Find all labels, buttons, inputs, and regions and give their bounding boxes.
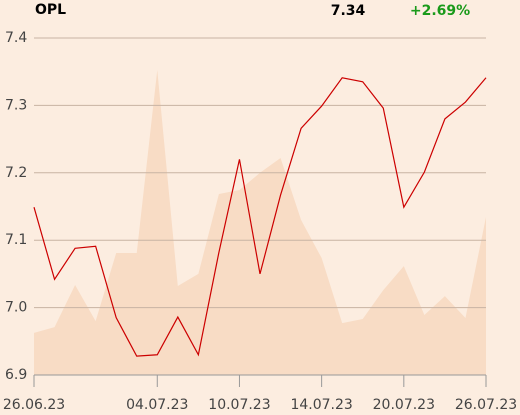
x-tick-label: 10.07.23 <box>208 397 270 413</box>
y-tick-label: 6.9 <box>5 367 27 383</box>
y-tick-label: 7.1 <box>5 232 27 248</box>
x-tick-label: 26.07.23 <box>455 397 517 413</box>
x-tick-label: 20.07.23 <box>373 397 435 413</box>
change: +2.69% <box>410 3 470 19</box>
price-line <box>33 77 487 357</box>
y-tick-label: 7.3 <box>5 97 27 113</box>
chart-title: OPL <box>35 2 66 18</box>
x-tick-label: 04.07.23 <box>126 397 188 413</box>
x-tick-label: 26.06.23 <box>3 397 65 413</box>
y-tick-label: 7.2 <box>5 165 27 181</box>
volume-area <box>34 70 486 375</box>
price: 7.34 <box>331 3 366 19</box>
y-tick-label: 7.4 <box>5 30 27 46</box>
x-tick-label: 14.07.23 <box>290 397 352 413</box>
y-tick-label: 7.0 <box>5 300 27 316</box>
